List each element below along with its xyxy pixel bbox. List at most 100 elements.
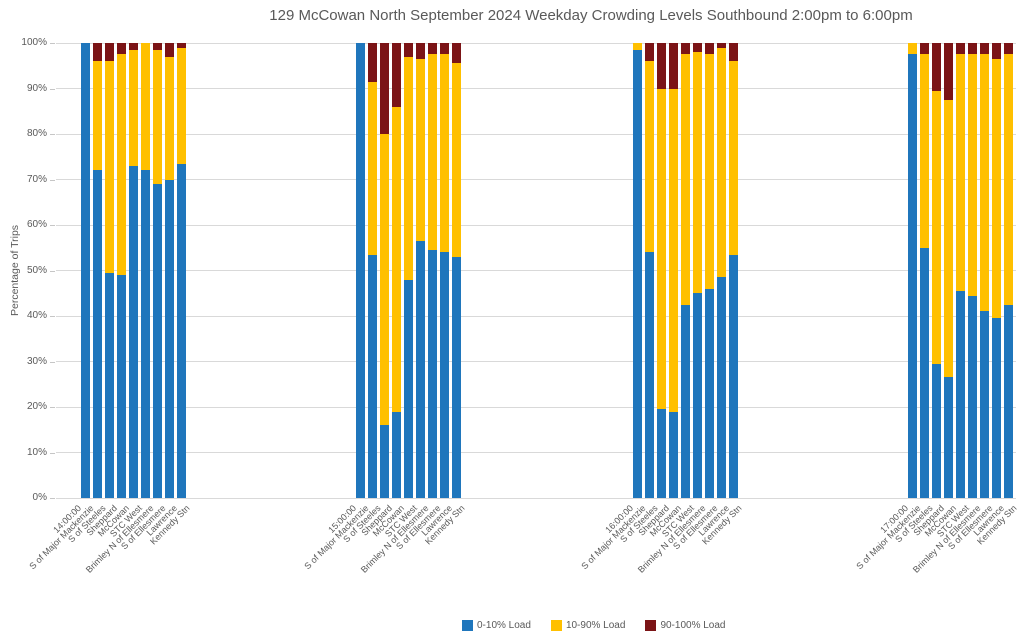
bar [920, 43, 929, 498]
bar-segment-low-load [669, 411, 678, 498]
y-tick-mark [50, 179, 55, 181]
bar-segment-low-load [93, 170, 102, 498]
bar-segment-mid-load [681, 54, 690, 305]
bar [729, 43, 738, 498]
bar-segment-low-load [153, 184, 162, 498]
bar-segment-mid-load [165, 56, 174, 180]
bar [968, 43, 977, 498]
bar-segment-high-load [932, 43, 941, 91]
bar-segment-high-load [392, 43, 401, 107]
bar [141, 43, 150, 498]
bar-segment-mid-load [669, 88, 678, 412]
bar [452, 43, 461, 498]
bar-segment-mid-load [428, 54, 437, 251]
y-tick-mark [50, 88, 55, 90]
bar-segment-low-load [681, 304, 690, 498]
bar [440, 43, 449, 498]
bar [669, 43, 678, 498]
bar [165, 43, 174, 498]
bar-segment-low-load [141, 170, 150, 498]
y-tick-label: 90% [26, 82, 47, 94]
bar-segment-low-load [920, 247, 929, 498]
bar [153, 43, 162, 498]
legend-swatch [645, 620, 657, 631]
bar-segment-low-load [368, 254, 377, 498]
bar-segment-mid-load [717, 47, 726, 278]
gridline [56, 133, 1016, 135]
bar-segment-low-load [980, 311, 989, 498]
bar-segment-low-load [956, 290, 965, 498]
bar-segment-low-load [705, 288, 714, 498]
gridline [56, 361, 1016, 362]
bar [633, 43, 642, 498]
bar-segment-mid-load [117, 54, 126, 276]
bar-segment-mid-load [920, 54, 929, 248]
bar-segment-low-load [177, 163, 186, 498]
bar-segment-low-load [416, 240, 425, 498]
bar-segment-mid-load [705, 54, 714, 289]
bar-segment-mid-load [404, 56, 413, 280]
y-tick-label: 10% [26, 446, 47, 458]
bar [908, 43, 917, 498]
legend-item: 10-90% Load [550, 620, 626, 631]
bar-segment-mid-load [1004, 54, 1013, 305]
bar-segment-low-load [105, 272, 114, 498]
bar-segment-mid-load [633, 43, 642, 50]
y-tick-label: 20% [26, 401, 47, 412]
bar-segment-high-load [729, 43, 738, 62]
bar-segment-mid-load [177, 47, 186, 164]
bar-segment-high-load [165, 43, 174, 57]
bar [105, 43, 114, 498]
bar-segment-high-load [956, 43, 965, 55]
bar-segment-mid-load [657, 88, 666, 410]
bar-segment-high-load [105, 43, 114, 62]
bar [657, 43, 666, 498]
bar-segment-mid-load [944, 99, 953, 378]
bar-segment-low-load [645, 252, 654, 498]
bar-segment-low-load [440, 252, 449, 498]
bar-segment-mid-load [980, 54, 989, 312]
bar-segment-high-load [440, 43, 449, 55]
bar-segment-mid-load [392, 106, 401, 412]
y-tick-label: 100% [21, 37, 47, 48]
gridline [56, 42, 1016, 44]
bar [693, 43, 702, 498]
bar [177, 43, 186, 498]
bar [1004, 43, 1013, 498]
legend-swatch [462, 620, 473, 631]
bar-segment-high-load [428, 43, 437, 55]
bar-segment-low-load [932, 363, 941, 498]
bar-segment-mid-load [956, 54, 965, 291]
x-axis-label: S of Major Mackenzie [27, 503, 96, 572]
bar [705, 43, 714, 498]
legend-label: 10-90% Load [565, 620, 626, 631]
bar-segment-mid-load [992, 58, 1001, 319]
y-tick-label: 80% [26, 128, 47, 139]
bar [392, 43, 401, 498]
bar [416, 43, 425, 498]
bar-segment-mid-load [416, 58, 425, 241]
bar-segment-mid-load [368, 81, 377, 255]
bar-segment-mid-load [452, 63, 461, 257]
bar-segment-high-load [452, 43, 461, 64]
bar [380, 43, 389, 498]
bar-segment-high-load [177, 43, 186, 48]
bar-segment-high-load [380, 43, 389, 134]
bar-segment-high-load [1004, 43, 1013, 55]
bar-segment-high-load [657, 43, 666, 89]
bar-segment-low-load [944, 377, 953, 498]
bar-segment-low-load [992, 318, 1001, 498]
bar-segment-high-load [980, 43, 989, 55]
bar-segment-low-load [428, 250, 437, 498]
bar-segment-high-load [416, 43, 425, 59]
bar-segment-low-load [729, 254, 738, 498]
bar [932, 43, 941, 498]
legend-label: 0-10% Load [477, 620, 531, 631]
bar-segment-mid-load [440, 54, 449, 253]
bar-segment-high-load [645, 43, 654, 62]
bar [681, 43, 690, 498]
bar-segment-low-load [452, 256, 461, 498]
chart-title: 129 McCowan North September 2024 Weekday… [269, 7, 913, 24]
legend-swatch [550, 620, 562, 631]
bar [81, 43, 90, 498]
